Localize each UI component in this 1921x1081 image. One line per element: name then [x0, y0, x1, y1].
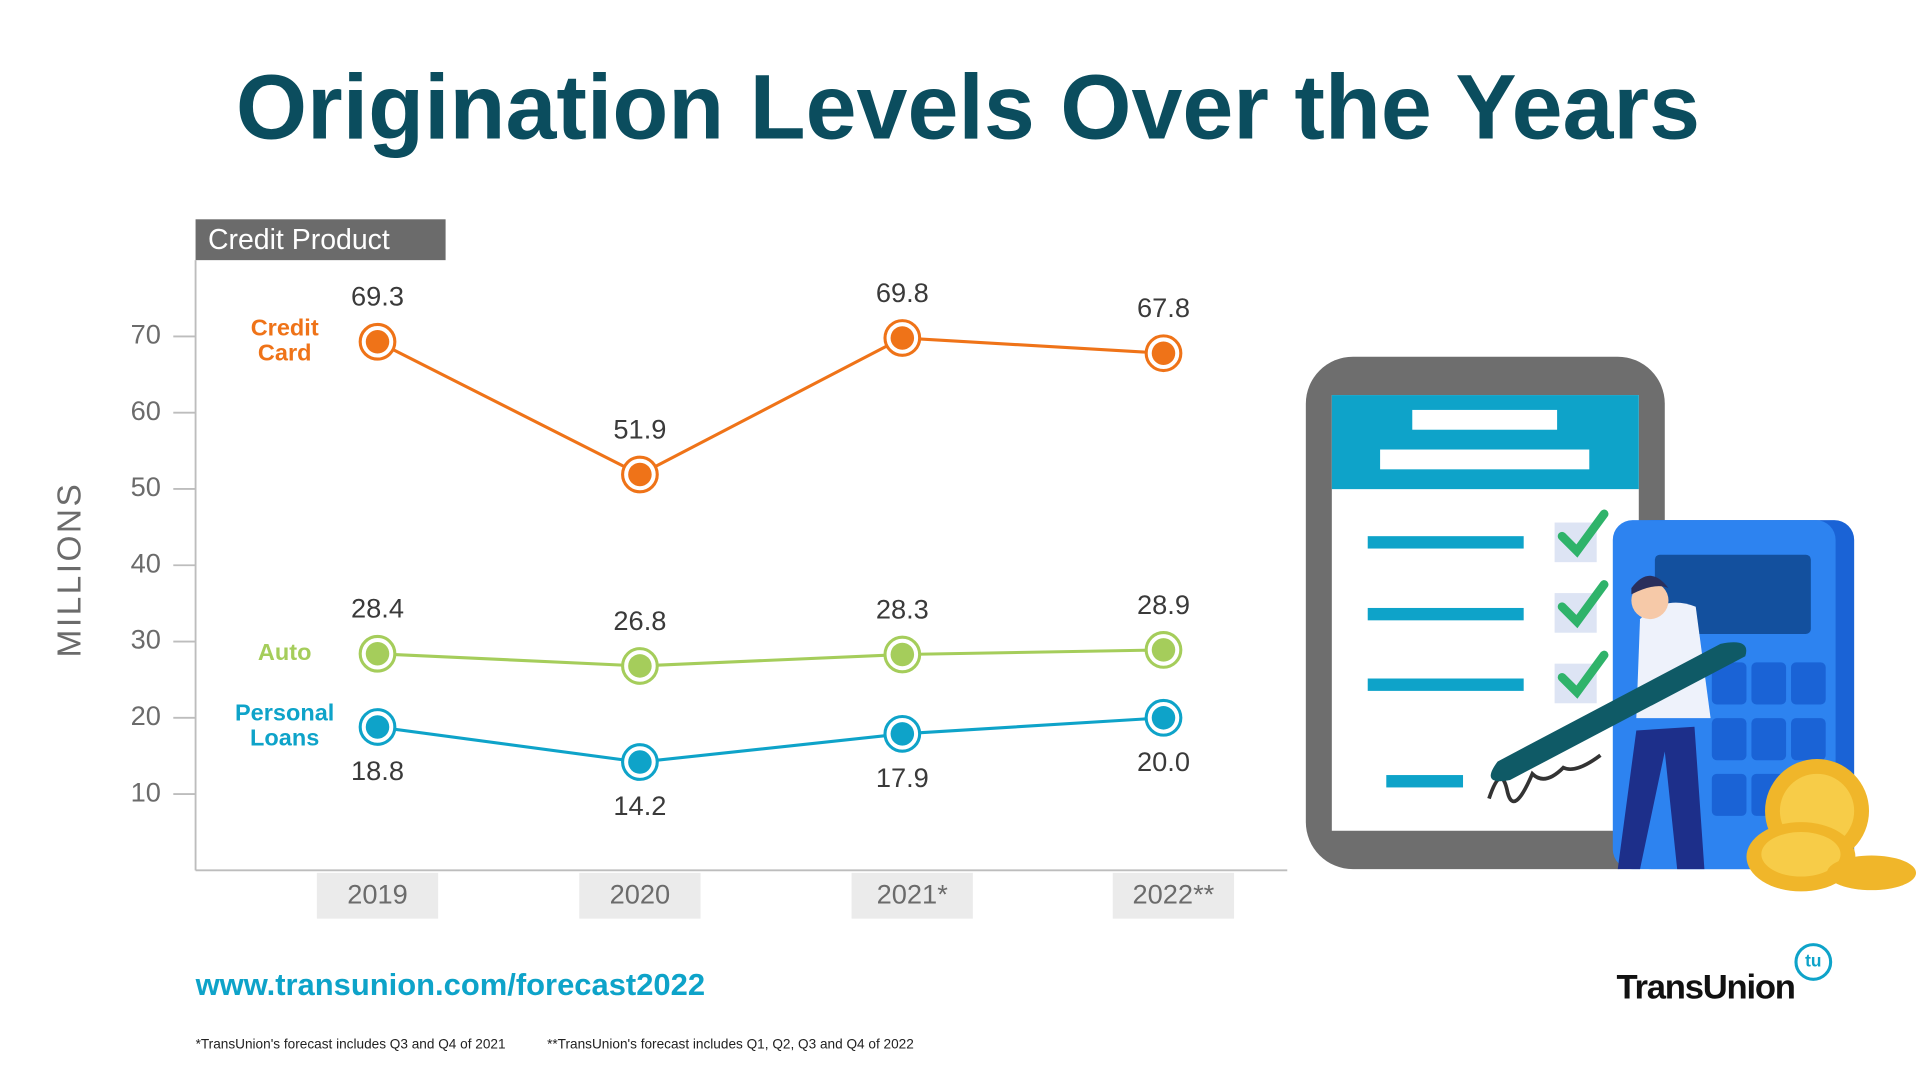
value-label: 51.9 [613, 413, 666, 444]
y-tick-label: 70 [131, 319, 161, 350]
y-tick-label: 20 [131, 700, 161, 731]
marker-dot [890, 722, 915, 746]
marker [1144, 698, 1183, 737]
marker [358, 708, 397, 746]
marker-dot [365, 715, 390, 739]
series-line [376, 336, 1164, 477]
source-url: www.transunion.com/forecast2022 [195, 967, 705, 1002]
marker-dot [890, 326, 915, 350]
marker [621, 455, 659, 494]
marker [883, 714, 922, 753]
value-label: 69.8 [876, 277, 929, 308]
chart-title: Origination Levels Over the Years [236, 56, 1700, 158]
marker [1144, 334, 1183, 373]
y-tick-label: 10 [131, 776, 161, 807]
value-label: 26.8 [613, 605, 666, 636]
value-label: 28.4 [351, 593, 404, 624]
marker [621, 743, 659, 781]
value-label: 14.2 [613, 790, 666, 821]
marker [883, 319, 922, 357]
illustration [1305, 356, 1917, 892]
series-name-box: Auto [257, 640, 312, 667]
value-label: 69.3 [351, 281, 404, 312]
marker-dot [628, 654, 652, 678]
value-label: 17.9 [876, 762, 929, 793]
x-tick-label: 2021* [877, 879, 949, 910]
y-tick-label: 50 [131, 471, 161, 502]
series-line [377, 716, 1164, 764]
value-label: 28.9 [1137, 589, 1190, 620]
marker-dot [890, 642, 915, 667]
marker-dot [365, 641, 390, 666]
marker [1144, 631, 1183, 669]
value-label: 20.0 [1137, 746, 1190, 777]
series-name: Personal Loans [234, 700, 335, 752]
series-name: Credit Card [250, 315, 319, 367]
footnote: *TransUnion's forecast includes Q3 and Q… [196, 1036, 506, 1051]
value-label: 67.8 [1137, 292, 1190, 323]
value-label: 18.8 [351, 755, 404, 786]
series-name: Auto [257, 640, 312, 667]
value-label: 28.3 [876, 593, 929, 624]
marker [358, 634, 397, 673]
marker-dot [628, 462, 652, 487]
marker-dot [1151, 638, 1176, 662]
category-box [579, 872, 701, 919]
category-box [316, 872, 439, 919]
footnote: **TransUnion's forecast includes Q1, Q2,… [547, 1036, 914, 1051]
marker [358, 322, 397, 361]
logo-mark-text: tu [1805, 951, 1821, 971]
logo-text: TransUnion [1617, 968, 1795, 1006]
marker-dot [628, 750, 652, 774]
y-tick-label: 30 [131, 624, 161, 655]
marker-dot [1151, 706, 1176, 730]
x-tick-label: 2019 [347, 879, 408, 910]
subtitle-box [195, 219, 446, 261]
subtitle: Credit Product [208, 224, 390, 256]
marker [883, 635, 922, 674]
series-name-box: Personal Loans [234, 700, 335, 752]
category-box [1112, 872, 1235, 919]
y-tick-label: 60 [131, 395, 161, 426]
series-name-box: Credit Card [250, 315, 319, 367]
marker-dot [365, 330, 390, 354]
series-line [377, 648, 1164, 668]
logo-mark [1794, 943, 1833, 981]
marker [621, 647, 659, 685]
category-box [851, 872, 973, 919]
marker-dot [1151, 341, 1176, 365]
y-axis-label: MILLIONS [52, 482, 89, 658]
x-tick-label: 2020 [610, 879, 671, 910]
x-tick-label: 2022** [1133, 879, 1215, 910]
y-tick-label: 40 [131, 547, 161, 578]
